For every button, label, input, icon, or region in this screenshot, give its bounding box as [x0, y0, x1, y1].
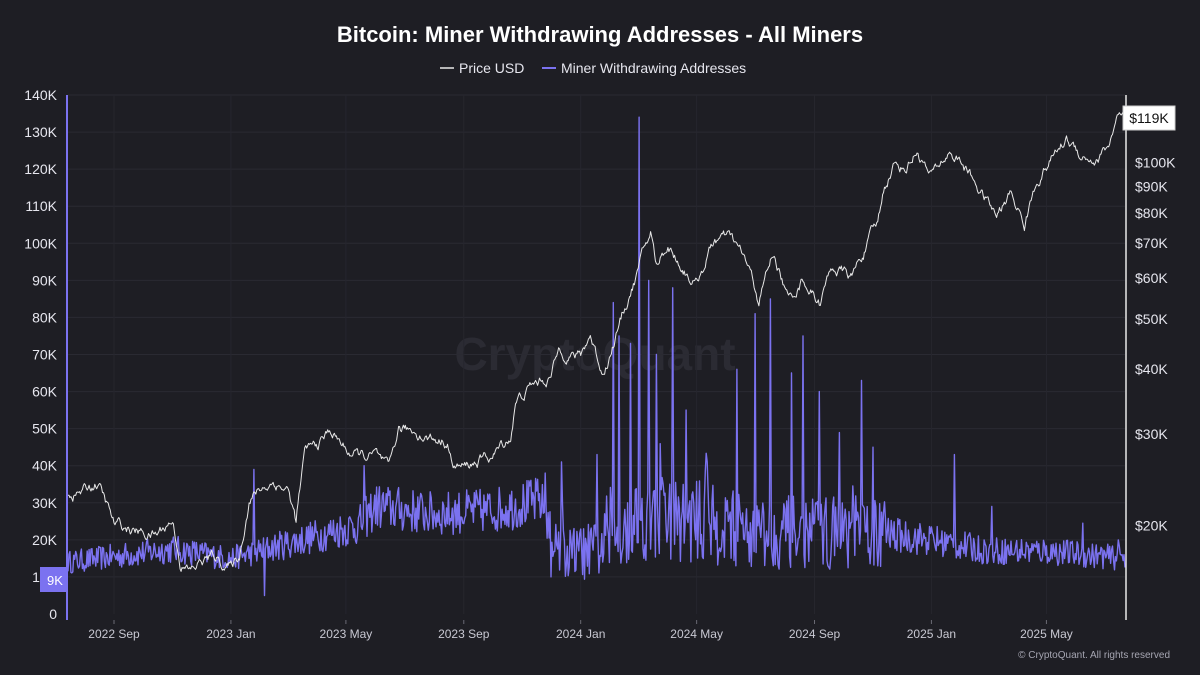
y-left-tick-label: 50K — [32, 421, 58, 437]
y-right-tick-label: $80K — [1135, 205, 1168, 221]
y-right-tick-label: $30K — [1135, 426, 1168, 442]
x-tick-label: 2024 Sep — [789, 627, 841, 641]
y-left-tick-label: 130K — [24, 124, 57, 140]
y-left-tick-label: 60K — [32, 384, 58, 400]
x-tick-label: 2022 Sep — [88, 627, 140, 641]
y-right-tick-label: $40K — [1135, 361, 1168, 377]
y-left-tick-label: 80K — [32, 309, 58, 325]
price-series-line — [68, 111, 1126, 572]
y-right-tick-label: $50K — [1135, 311, 1168, 327]
y-right-tick-label: $100K — [1135, 155, 1176, 171]
x-tick-label: 2023 May — [320, 627, 373, 641]
gridlines — [68, 94, 1125, 614]
y-left-tick-label: 120K — [24, 161, 57, 177]
x-tick-label: 2025 May — [1020, 627, 1073, 641]
price-last-label-box — [1122, 105, 1176, 131]
x-tick-label: 2023 Jan — [206, 627, 255, 641]
legend-miners-label[interactable]: Miner Withdrawing Addresses — [561, 60, 746, 76]
y-axis-right: $20K $30K $40K $50K $60K $70K $80K $90K $100K — [1135, 155, 1176, 534]
y-left-tick-label: 20K — [32, 532, 58, 548]
y-right-tick-label: $70K — [1135, 235, 1168, 251]
copyright-credit: © CryptoQuant. All rights reserved — [1018, 650, 1170, 661]
series-layer — [67, 111, 1126, 597]
y-left-tick-label: 90K — [32, 272, 58, 288]
x-tick-label: 2024 May — [670, 627, 723, 641]
y-right-tick-label: $20K — [1135, 517, 1168, 533]
y-right-tick-label: $60K — [1135, 270, 1168, 286]
miners-last-label: 9K — [47, 573, 63, 588]
y-left-tick-label: 100K — [24, 235, 57, 251]
y-left-tick-label: 40K — [32, 458, 58, 474]
miners-last-label-box — [40, 567, 68, 592]
y-left-tick-label: 0 — [49, 606, 57, 622]
y-right-tick-label: $90K — [1135, 178, 1168, 194]
x-tick-label: 2023 Sep — [438, 627, 490, 641]
x-tick-label: 2024 Jan — [556, 627, 605, 641]
legend: Price USD Miner Withdrawing Addresses — [440, 60, 746, 76]
y-left-tick-label: 110K — [25, 198, 57, 214]
y-left-tick-label: 70K — [32, 347, 58, 363]
x-tick-label: 2025 Jan — [907, 627, 956, 641]
price-last-label: $119K — [1129, 110, 1169, 126]
x-axis: 2022 Sep 2023 Jan 2023 May 2023 Sep 2024 Jan… — [88, 620, 1073, 641]
y-left-tick-label: 30K — [32, 495, 58, 511]
miners-series-line — [67, 116, 1126, 597]
chart-title: Bitcoin: Miner Withdrawing Addresses - A… — [337, 22, 863, 47]
legend-price-label[interactable]: Price USD — [459, 60, 524, 76]
y-left-tick-label: 140K — [24, 87, 57, 103]
last-value-labels: $119K 9K — [40, 105, 1176, 592]
